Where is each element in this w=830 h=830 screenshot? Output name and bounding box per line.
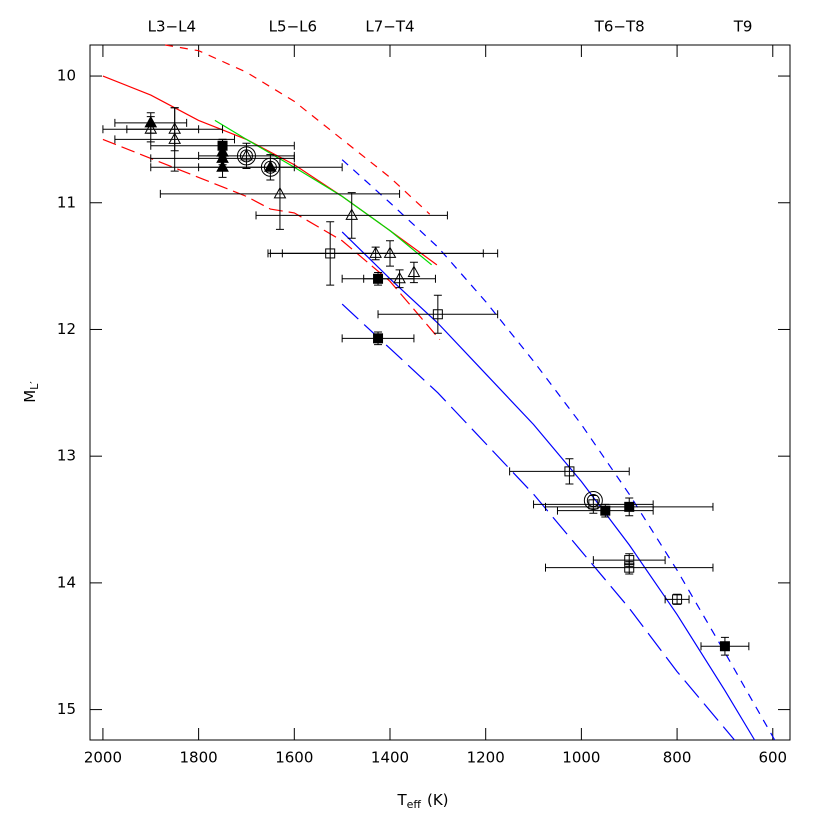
square-marker <box>624 562 635 573</box>
square-marker <box>217 140 228 151</box>
circle-marker <box>583 491 603 511</box>
circle-marker-inner <box>586 494 600 508</box>
circle-marker-inner <box>239 149 253 163</box>
triangle-marker <box>144 122 158 134</box>
y-tick-label: 15 <box>57 700 76 718</box>
x-label-rest: (K) <box>427 791 449 809</box>
triangle-marker <box>240 148 253 161</box>
x-label-sub: eff <box>407 798 422 811</box>
square-marker <box>719 641 730 652</box>
x-tick-label: 1200 <box>467 749 505 767</box>
triangle-marker <box>273 186 287 199</box>
x-tick-label: 1600 <box>275 749 313 767</box>
circle-marker <box>260 157 280 177</box>
y-error-bar <box>433 294 442 334</box>
y-label-sub: L′ <box>28 381 41 390</box>
model-curve <box>341 303 735 741</box>
model-curve <box>165 44 431 215</box>
plot-frame <box>89 44 791 741</box>
x-tick-label: 1000 <box>562 749 600 767</box>
triangle-marker <box>216 160 229 172</box>
x-tick-label: 800 <box>663 749 692 767</box>
spectral-type-label: L7−T4 <box>365 18 414 36</box>
triangle-marker <box>168 132 182 144</box>
triangle-marker <box>345 208 359 220</box>
y-tick-label: 13 <box>57 447 76 465</box>
model-curve <box>341 159 776 741</box>
x-label-main: T <box>396 791 407 809</box>
y-error-bar <box>326 221 335 286</box>
triangle-marker <box>407 265 421 277</box>
y-tick-label: 14 <box>57 573 76 591</box>
model-curve <box>102 138 441 340</box>
model-curve <box>341 231 756 741</box>
y-label-main: M <box>21 390 39 403</box>
spectral-type-label: L3−L4 <box>148 18 196 36</box>
spectral-type-label: L5−L6 <box>269 18 317 36</box>
y-tick-label: 11 <box>57 193 76 211</box>
square-marker <box>624 501 635 512</box>
y-error-bar <box>673 593 682 605</box>
spectral-type-label: T9 <box>733 18 753 36</box>
x-tick-label: 600 <box>758 749 787 767</box>
y-error-bar <box>170 107 179 172</box>
x-tick-label: 1400 <box>371 749 409 767</box>
x-axis-label: Teff (K) <box>396 791 448 812</box>
y-error-bar <box>275 157 284 230</box>
x-tick-label: 2000 <box>84 749 122 767</box>
y-tick-label: 10 <box>57 67 76 85</box>
square-marker <box>600 505 611 516</box>
triangle-marker <box>264 160 277 172</box>
triangle-marker <box>393 271 406 284</box>
spectral-type-label: T6−T8 <box>594 18 645 36</box>
square-marker <box>432 309 443 320</box>
model-curve <box>214 119 433 266</box>
circle-marker <box>236 146 256 166</box>
y-error-bar <box>565 458 574 485</box>
y-error-bar <box>347 192 356 239</box>
x-tick-label: 1800 <box>180 749 218 767</box>
y-tick-label: 12 <box>57 320 76 338</box>
circle-marker-inner <box>263 160 277 174</box>
square-marker <box>564 466 575 477</box>
y-error-bar <box>242 142 251 170</box>
square-marker <box>325 248 336 259</box>
y-axis-label: ML′ <box>21 381 42 403</box>
triangle-marker <box>369 246 382 258</box>
square-marker <box>672 594 683 605</box>
square-marker <box>373 333 384 344</box>
